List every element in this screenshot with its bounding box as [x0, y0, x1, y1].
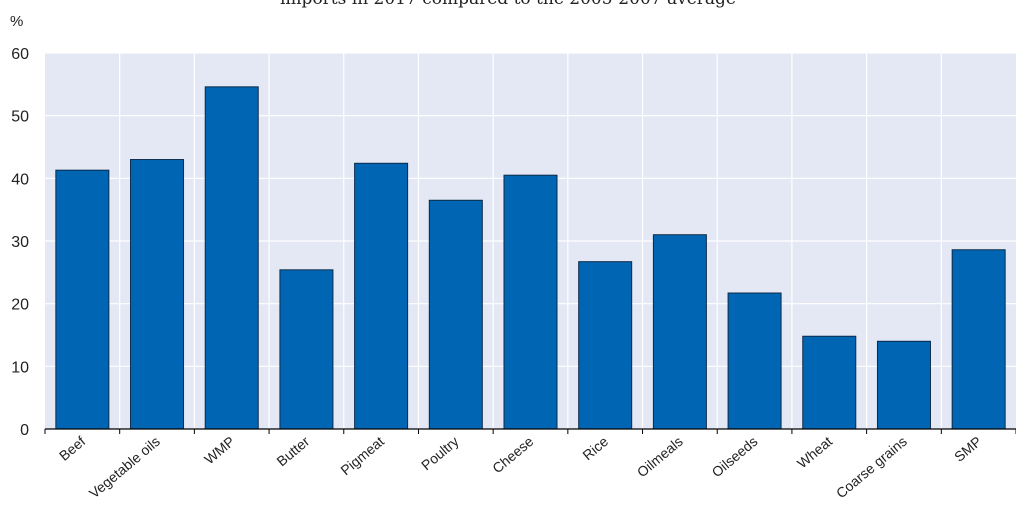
- bar: [130, 159, 185, 430]
- bar: [279, 269, 334, 430]
- x-tick-label: Poultry: [418, 433, 462, 473]
- y-axis-unit-label: %: [10, 13, 24, 30]
- y-tick-label: 10: [11, 359, 29, 376]
- y-tick-label: 0: [20, 422, 29, 439]
- x-tick-label: Oilmeals: [634, 433, 686, 480]
- x-tick-label: Cheese: [489, 433, 536, 476]
- chart-title: imports in 2017 compared to the 2005-200…: [0, 0, 1016, 9]
- bar: [204, 86, 259, 430]
- x-tick-label: Wheat: [794, 433, 835, 471]
- bar: [503, 174, 558, 430]
- bar: [652, 234, 707, 430]
- x-tick-label: Coarse grains: [833, 433, 910, 501]
- y-tick-labels: 0 10 20 30 40 50 60: [11, 46, 29, 439]
- bar: [802, 335, 857, 430]
- bar: [428, 199, 483, 430]
- bar: [876, 340, 931, 430]
- y-tick-label: 50: [11, 109, 29, 126]
- x-tick-label: Vegetable oils: [86, 433, 163, 501]
- x-tick-label: Pigmeat: [337, 433, 387, 478]
- x-tick-label: Beef: [56, 433, 88, 464]
- bars: [55, 86, 1006, 430]
- y-tick-label: 20: [11, 297, 29, 314]
- y-tick-label: 60: [11, 46, 29, 63]
- bar: [951, 249, 1006, 430]
- x-tick-label: Oilseeds: [708, 433, 760, 480]
- axes: [44, 428, 1016, 434]
- bar: [727, 292, 782, 430]
- bar: [354, 162, 409, 430]
- x-tick-label: Butter: [273, 433, 312, 469]
- y-tick-label: 30: [11, 234, 29, 251]
- bar: [578, 261, 633, 430]
- x-tick-label: SMP: [951, 433, 985, 465]
- x-tick-label: WMP: [201, 433, 237, 467]
- x-tick-label: Rice: [579, 433, 611, 463]
- y-tick-label: 40: [11, 171, 29, 188]
- bar: [55, 169, 110, 430]
